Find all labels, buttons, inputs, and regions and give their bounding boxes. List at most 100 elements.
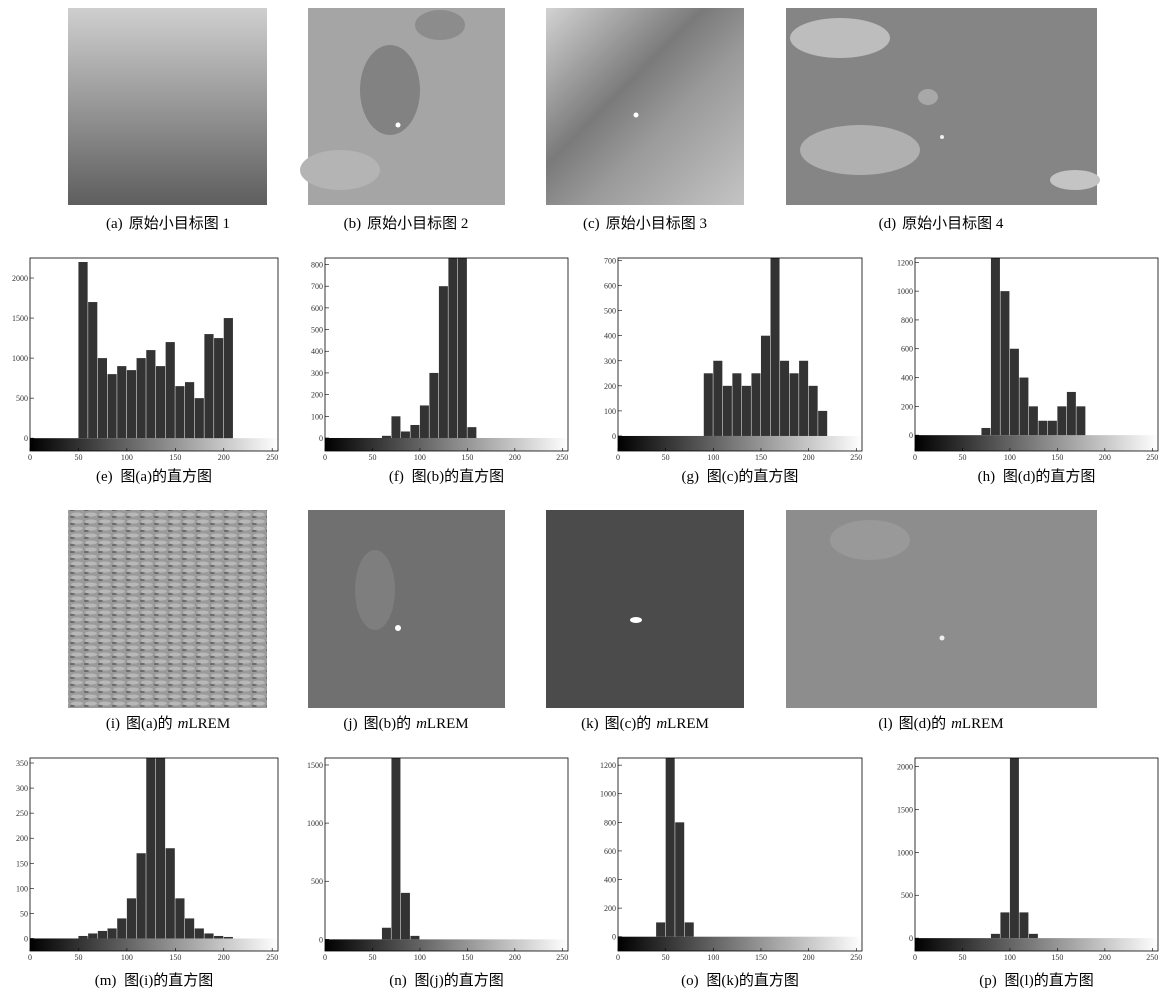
- caption-text: 原始小目标图 2: [367, 215, 468, 232]
- x-tick-label: 200: [218, 453, 230, 462]
- y-tick-label: 800: [604, 818, 616, 827]
- y-tick-label: 1500: [307, 761, 323, 770]
- chart-title: (f) 图(b)的直方图: [389, 468, 504, 485]
- y-tick-label: 800: [311, 261, 323, 270]
- bar: [185, 918, 194, 938]
- image: [546, 8, 744, 205]
- x-tick-label: 200: [509, 453, 521, 462]
- x-tick-label: 0: [616, 953, 620, 962]
- bar: [981, 428, 990, 435]
- y-tick-label: 300: [311, 369, 323, 378]
- x-tick-label: 100: [707, 453, 719, 462]
- caption: (c)原始小目标图 3: [583, 215, 707, 232]
- x-tick-label: 200: [218, 953, 230, 962]
- bar: [429, 373, 438, 438]
- bar: [195, 398, 204, 438]
- x-tick-label: 100: [414, 953, 426, 962]
- bar: [656, 922, 665, 936]
- bar: [117, 366, 126, 438]
- bar: [78, 262, 87, 438]
- x-tick-label: 0: [616, 453, 620, 462]
- x-tick-label: 200: [1099, 953, 1111, 962]
- bar: [410, 425, 419, 438]
- x-tick-label: 100: [121, 453, 133, 462]
- y-tick-label: 1000: [12, 354, 28, 363]
- y-tick-label: 300: [16, 784, 28, 793]
- gradient-bar: [618, 436, 862, 451]
- figure: (a)原始小目标图 1(b)原始小目标图 2(c)原始小目标图 3(d)原始小目…: [0, 0, 1161, 998]
- y-tick-label: 0: [319, 935, 323, 944]
- x-tick-label: 250: [266, 953, 278, 962]
- chart-title: (g) 图(c)的直方图: [682, 468, 799, 485]
- y-tick-label: 600: [311, 304, 323, 313]
- y-tick-label: 500: [901, 891, 913, 900]
- caption-text: 图(d)的: [899, 715, 947, 732]
- x-tick-label: 150: [755, 953, 767, 962]
- x-tick-label: 0: [913, 953, 917, 962]
- y-tick-label: 100: [16, 884, 28, 893]
- caption: (l)图(d)的mLREM: [878, 715, 1003, 732]
- bar: [790, 373, 799, 436]
- x-tick-label: 50: [958, 453, 966, 462]
- bar: [761, 336, 770, 436]
- caption-label: (b): [344, 216, 362, 232]
- bar: [439, 286, 448, 438]
- bar: [146, 350, 155, 438]
- caption-label: (k): [581, 716, 599, 732]
- gradient-bar: [915, 435, 1158, 451]
- bar: [1076, 406, 1085, 435]
- bar: [1019, 912, 1028, 938]
- y-tick-label: 500: [311, 877, 323, 886]
- caption-emphasis: m: [951, 716, 962, 732]
- page: {"images":[ {"label":"(a)","text":"原始小目标…: [0, 0, 1161, 1003]
- caption-emphasis: m: [416, 716, 427, 732]
- caption-emphasis: m: [178, 716, 189, 732]
- image: [786, 8, 1100, 205]
- x-tick-label: 250: [850, 453, 862, 462]
- caption-text: 原始小目标图 1: [129, 215, 230, 232]
- x-tick-label: 50: [74, 453, 82, 462]
- bar: [818, 411, 827, 436]
- gradient-bar: [30, 938, 278, 951]
- image: [300, 8, 505, 205]
- histogram: 020040060080010001200050100150200250(h) …: [897, 248, 1158, 485]
- bar: [1038, 421, 1047, 435]
- bar: [166, 848, 175, 938]
- histogram: 020040060080010001200050100150200250(o) …: [600, 751, 862, 989]
- histogram: 0100200300400500600700050100150200250(g)…: [604, 248, 862, 485]
- x-tick-label: 50: [74, 953, 82, 962]
- gradient-bar: [618, 937, 862, 951]
- y-tick-label: 1200: [897, 258, 913, 267]
- x-tick-label: 100: [121, 953, 133, 962]
- chart-title: (m) 图(i)的直方图: [95, 972, 214, 989]
- bar: [98, 358, 107, 438]
- y-tick-label: 200: [604, 382, 616, 391]
- y-tick-label: 2000: [12, 274, 28, 283]
- y-tick-label: 200: [311, 391, 323, 400]
- x-tick-label: 50: [662, 953, 670, 962]
- bar: [117, 918, 126, 938]
- bar: [1067, 392, 1076, 435]
- bar: [401, 431, 410, 438]
- x-tick-label: 200: [1099, 453, 1111, 462]
- x-tick-label: 0: [323, 953, 327, 962]
- y-tick-label: 1500: [12, 314, 28, 323]
- y-tick-label: 1000: [600, 790, 616, 799]
- bar: [204, 933, 213, 938]
- bar: [88, 933, 97, 938]
- y-tick-label: 100: [311, 412, 323, 421]
- bar: [391, 416, 400, 438]
- y-tick-label: 1200: [600, 761, 616, 770]
- y-tick-label: 1000: [897, 287, 913, 296]
- x-tick-label: 250: [1146, 453, 1158, 462]
- bar: [1010, 758, 1019, 938]
- chart-title: (h) 图(d)的直方图: [978, 468, 1096, 485]
- x-tick-label: 0: [913, 453, 917, 462]
- y-tick-label: 500: [311, 326, 323, 335]
- y-tick-label: 150: [16, 859, 28, 868]
- bar: [780, 361, 789, 436]
- image: [308, 510, 505, 708]
- caption-label: (a): [106, 216, 123, 232]
